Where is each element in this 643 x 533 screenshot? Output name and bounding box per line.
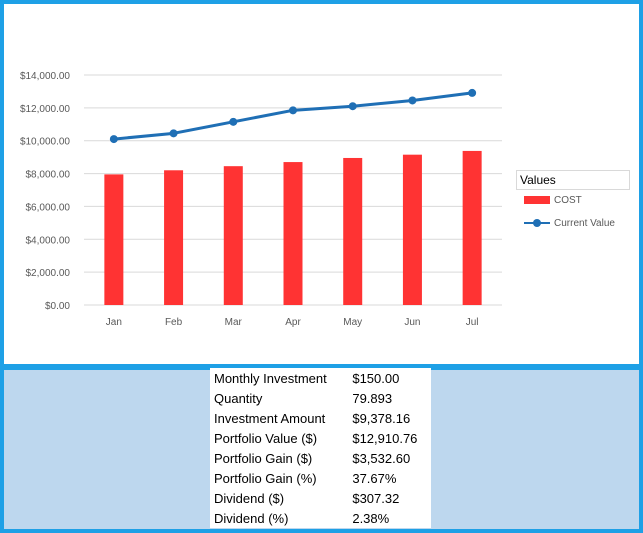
summary-label: Portfolio Gain (%)	[214, 470, 317, 486]
summary-value: $9,378.16	[352, 410, 411, 426]
summary-row: Portfolio Value ($) $12,910.76	[210, 428, 431, 448]
bar-cost	[164, 170, 184, 305]
x-tick-label: May	[343, 317, 362, 328]
summary-value: $12,910.76	[352, 430, 418, 446]
x-tick-label: Feb	[165, 317, 183, 328]
y-tick-label: $0.00	[45, 301, 70, 312]
x-tick-label: Jan	[106, 317, 122, 328]
y-tick-label: $14,000.00	[20, 71, 70, 82]
summary-value: $307.32	[352, 490, 400, 506]
summary-label: Monthly Investment	[214, 370, 327, 386]
x-tick-label: Apr	[285, 317, 301, 328]
bar-cost	[402, 154, 422, 305]
x-tick-label: Mar	[225, 317, 243, 328]
point-current-value	[169, 129, 178, 138]
point-current-value	[408, 96, 417, 105]
summary-row: Dividend ($) $307.32	[210, 488, 431, 508]
x-tick-label: Jun	[404, 317, 420, 328]
summary-row: Investment Amount $9,378.16	[210, 408, 431, 428]
bar-cost	[223, 166, 243, 305]
summary-table: Monthly Investment $150.00 Quantity 79.893 I…	[210, 368, 431, 528]
combo-chart: $0.00 $2,000.00 $4,000.00 $6,000.00 $8,000.0…	[20, 71, 502, 328]
summary-row: Quantity 79.893	[210, 388, 431, 408]
chart-panel: $0.00 $2,000.00 $4,000.00 $6,000.00 $8,000.0…	[0, 0, 643, 368]
legend-swatch-bar-icon	[524, 196, 550, 205]
y-tick-label: $8,000.00	[26, 170, 71, 181]
summary-row: Monthly Investment $150.00	[210, 368, 431, 388]
y-tick-label: $12,000.00	[20, 104, 70, 115]
point-current-value	[348, 102, 357, 111]
summary-label: Dividend (%)	[214, 510, 289, 526]
legend-label-current-value: Current Value	[554, 218, 615, 229]
bar-cost	[104, 174, 124, 305]
bar-cost	[343, 157, 363, 305]
summary-row: Portfolio Gain (%) 37.67%	[210, 468, 431, 488]
bar-cost	[283, 162, 303, 305]
y-tick-label: $10,000.00	[20, 137, 70, 148]
summary-label: Portfolio Value ($)	[214, 430, 318, 446]
summary-row: Dividend (%) 2.38%	[210, 508, 431, 528]
y-tick-label: $2,000.00	[26, 268, 71, 279]
point-current-value	[229, 117, 238, 126]
summary-value: $150.00	[352, 370, 400, 386]
legend-item-current-value: Current Value	[524, 217, 615, 231]
legend-label-cost: COST	[554, 195, 582, 206]
point-current-value	[289, 106, 297, 115]
summary-value: $3,532.60	[352, 450, 411, 466]
bar-cost	[462, 150, 482, 305]
legend-title: Values	[516, 170, 630, 190]
summary-row: Portfolio Gain ($) $3,532.60	[210, 448, 431, 468]
legend-item-cost: COST	[524, 194, 582, 208]
y-tick-label: $4,000.00	[26, 235, 71, 246]
summary-label: Portfolio Gain ($)	[214, 450, 313, 466]
y-tick-label: $6,000.00	[26, 202, 71, 213]
summary-value: 2.38%	[352, 510, 390, 526]
summary-label: Investment Amount	[214, 410, 326, 426]
summary-label: Dividend ($)	[214, 490, 285, 506]
point-current-value	[109, 135, 118, 144]
summary-value: 37.67%	[352, 470, 397, 486]
summary-value: 79.893	[352, 390, 393, 406]
summary-label: Quantity	[214, 390, 263, 406]
line-current-value	[113, 91, 473, 141]
point-current-value	[468, 88, 477, 97]
x-tick-label: Jul	[466, 317, 479, 328]
legend-swatch-line-icon	[524, 219, 550, 228]
